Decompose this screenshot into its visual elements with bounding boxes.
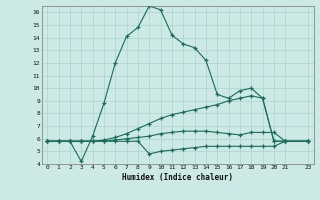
X-axis label: Humidex (Indice chaleur): Humidex (Indice chaleur) [122, 173, 233, 182]
